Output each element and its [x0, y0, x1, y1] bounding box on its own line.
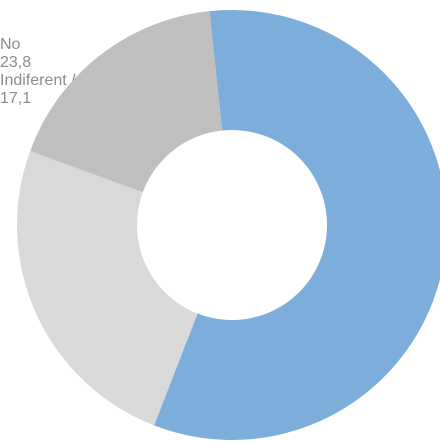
segment-label: Sí 55,5 — [0, 0, 440, 36]
segment-label: No 23,8 — [0, 36, 440, 72]
value-label: 55,5 — [0, 18, 32, 35]
value-label: 23,8 — [0, 54, 32, 71]
category-label: No — [0, 36, 21, 53]
donut-segment — [30, 11, 223, 193]
donut-segment — [154, 10, 440, 440]
donut-segment — [16, 150, 198, 426]
category-label: Sí — [0, 0, 16, 17]
value-label: 17,1 — [0, 90, 32, 107]
